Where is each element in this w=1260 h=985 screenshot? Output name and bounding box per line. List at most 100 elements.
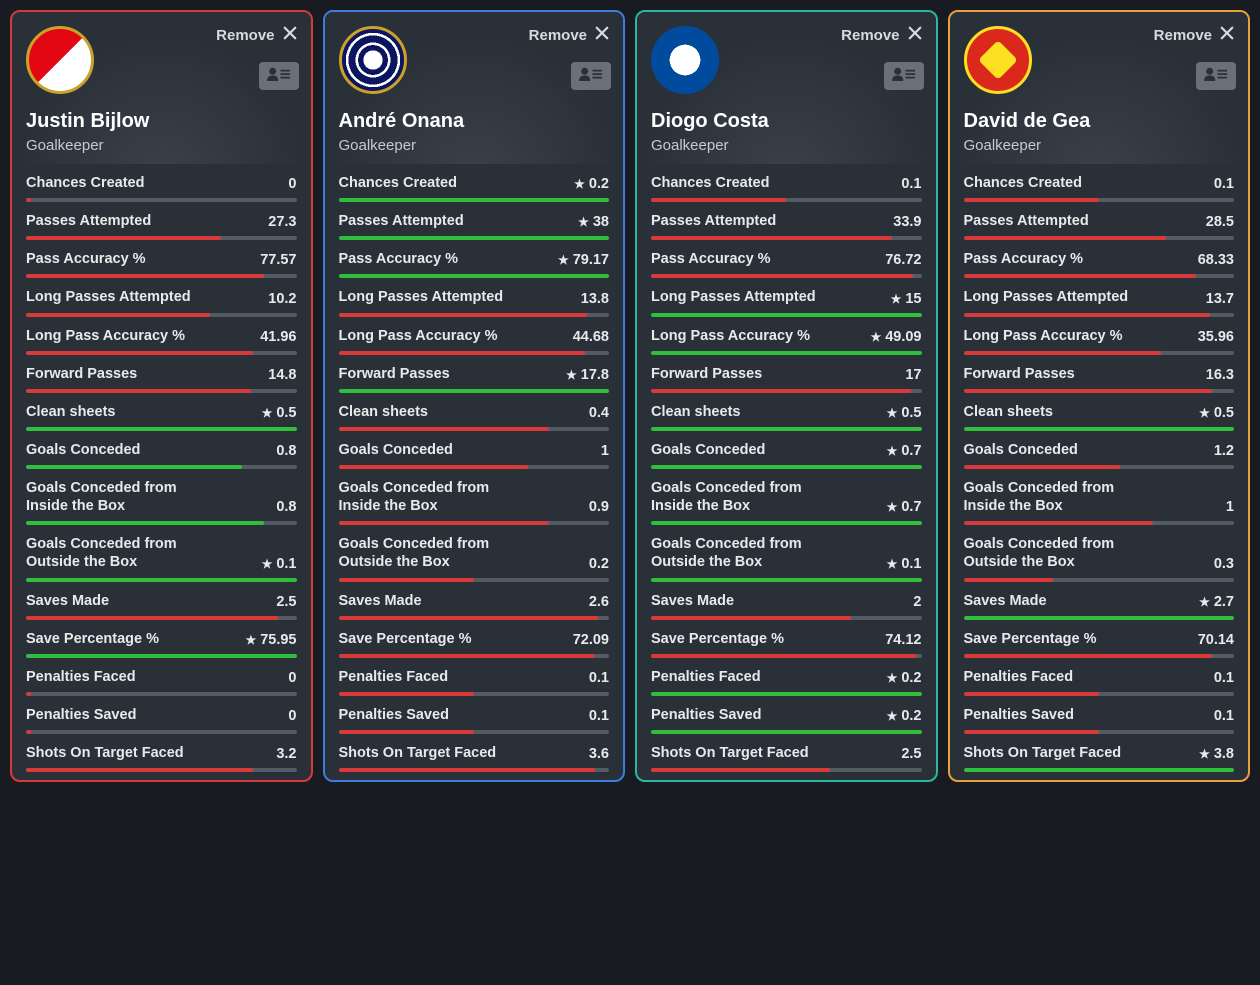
card-header: Remove Diogo Costa Goalkeeper xyxy=(637,12,936,164)
star-icon: ★ xyxy=(245,633,256,647)
stats-list: Chances Created 0 Passes Attempted 27.3 xyxy=(12,164,311,780)
stat-label: Penalties Saved xyxy=(26,706,136,724)
stat-label: Chances Created xyxy=(26,174,144,192)
stat-row: Long Passes Attempted 13.7 xyxy=(950,278,1249,316)
player-name: Diogo Costa xyxy=(651,110,922,133)
stat-row: Penalties Saved 0.1 xyxy=(950,696,1249,734)
stat-label: Save Percentage % xyxy=(339,630,472,648)
stat-row: Forward Passes 14.8 xyxy=(12,355,311,393)
stat-row: Penalties Faced 0 xyxy=(12,658,311,696)
stat-value: 10.2 xyxy=(268,291,296,307)
stats-list: Chances Created ★ 0.2 Passes Attempted ★… xyxy=(325,164,624,780)
stats-list: Chances Created 0.1 Passes Attempted 33.… xyxy=(637,164,936,780)
player-name: Justin Bijlow xyxy=(26,110,297,133)
stat-row: Shots On Target Faced 2.5 xyxy=(637,734,936,772)
stat-label: Passes Attempted xyxy=(339,212,464,230)
stat-row: Pass Accuracy % ★ 79.17 xyxy=(325,240,624,278)
stat-label: Goals Conceded from Inside the Box xyxy=(651,479,840,515)
stat-label: Shots On Target Faced xyxy=(26,744,184,762)
stat-label: Saves Made xyxy=(651,592,734,610)
stat-value: ★ 0.5 xyxy=(1199,405,1234,421)
profile-card-button[interactable] xyxy=(571,62,611,90)
stat-row: Chances Created 0.1 xyxy=(637,164,936,202)
stat-value: ★ 0.7 xyxy=(887,443,922,459)
stat-value-number: 79.17 xyxy=(573,252,609,268)
stat-value: ★ 0.2 xyxy=(574,176,609,192)
stat-row: Penalties Saved ★ 0.2 xyxy=(637,696,936,734)
star-icon: ★ xyxy=(574,177,585,191)
stat-value-number: 0.1 xyxy=(589,708,609,724)
profile-card-button[interactable] xyxy=(1196,62,1236,90)
profile-card-icon xyxy=(1202,65,1230,88)
stat-value-number: 0.2 xyxy=(589,176,609,192)
close-icon xyxy=(281,24,299,46)
remove-label: Remove xyxy=(841,27,899,44)
stat-row: Goals Conceded ★ 0.7 xyxy=(637,431,936,469)
stat-label: Penalties Saved xyxy=(339,706,449,724)
stat-row: Goals Conceded from Inside the Box 0.9 xyxy=(325,469,624,525)
stat-value: ★ 0.1 xyxy=(262,556,297,572)
player-position: Goalkeeper xyxy=(339,137,610,154)
card-header: Remove Justin Bijlow Goalkeeper xyxy=(12,12,311,164)
stat-row: Passes Attempted 27.3 xyxy=(12,202,311,240)
stat-label: Save Percentage % xyxy=(26,630,159,648)
profile-card-button[interactable] xyxy=(259,62,299,90)
stat-row: Clean sheets ★ 0.5 xyxy=(12,393,311,431)
stat-row: Save Percentage % 70.14 xyxy=(950,620,1249,658)
stat-row: Saves Made ★ 2.7 xyxy=(950,582,1249,620)
stat-label: Long Passes Attempted xyxy=(339,288,504,306)
club-badge xyxy=(651,26,719,94)
star-icon: ★ xyxy=(887,444,898,458)
stat-row: Saves Made 2 xyxy=(637,582,936,620)
stat-value: 1.2 xyxy=(1214,443,1234,459)
stat-value: 0.1 xyxy=(1214,176,1234,192)
stat-value-number: 2.7 xyxy=(1214,594,1234,610)
stat-label: Clean sheets xyxy=(651,403,740,421)
stat-label: Pass Accuracy % xyxy=(339,250,459,268)
stat-value-number: 2 xyxy=(913,594,921,610)
close-icon xyxy=(593,24,611,46)
stat-value-number: 38 xyxy=(593,214,609,230)
stat-value: 13.7 xyxy=(1206,291,1234,307)
stat-value: 0.1 xyxy=(1214,708,1234,724)
stat-value: 0.4 xyxy=(589,405,609,421)
player-position: Goalkeeper xyxy=(964,137,1235,154)
stat-value: 13.8 xyxy=(581,291,609,307)
stat-label: Saves Made xyxy=(964,592,1047,610)
stat-value-number: 0.2 xyxy=(901,670,921,686)
stat-value: ★ 79.17 xyxy=(558,252,609,268)
stat-value: 2.5 xyxy=(901,746,921,762)
stat-value-number: 1.2 xyxy=(1214,443,1234,459)
stat-value-number: 72.09 xyxy=(573,632,609,648)
stat-value: 0 xyxy=(288,708,296,724)
remove-button[interactable]: Remove xyxy=(841,24,923,46)
stat-row: Passes Attempted 33.9 xyxy=(637,202,936,240)
stat-value-number: 0.2 xyxy=(901,708,921,724)
stat-row: Long Pass Accuracy % 44.68 xyxy=(325,317,624,355)
stat-label: Goals Conceded xyxy=(964,441,1078,459)
profile-card-icon xyxy=(890,65,918,88)
stat-label: Forward Passes xyxy=(964,365,1075,383)
stat-row: Penalties Saved 0 xyxy=(12,696,311,734)
stat-value-number: 0.7 xyxy=(901,443,921,459)
stat-value: 0.8 xyxy=(276,499,296,515)
stat-value: 0 xyxy=(288,670,296,686)
star-icon: ★ xyxy=(887,671,898,685)
star-icon: ★ xyxy=(262,557,273,571)
star-icon: ★ xyxy=(887,709,898,723)
stat-row: Forward Passes ★ 17.8 xyxy=(325,355,624,393)
stat-value: ★ 0.1 xyxy=(887,556,922,572)
remove-button[interactable]: Remove xyxy=(529,24,611,46)
stat-label: Clean sheets xyxy=(339,403,428,421)
remove-button[interactable]: Remove xyxy=(216,24,298,46)
stat-value: ★ 49.09 xyxy=(870,329,921,345)
stat-value-number: 75.95 xyxy=(260,632,296,648)
stat-value-number: 77.57 xyxy=(260,252,296,268)
stat-value-number: 27.3 xyxy=(268,214,296,230)
stat-value: ★ 0.2 xyxy=(887,670,922,686)
remove-button[interactable]: Remove xyxy=(1154,24,1236,46)
player-name: David de Gea xyxy=(964,110,1235,133)
stat-value: 76.72 xyxy=(885,252,921,268)
star-icon: ★ xyxy=(870,330,881,344)
profile-card-button[interactable] xyxy=(884,62,924,90)
